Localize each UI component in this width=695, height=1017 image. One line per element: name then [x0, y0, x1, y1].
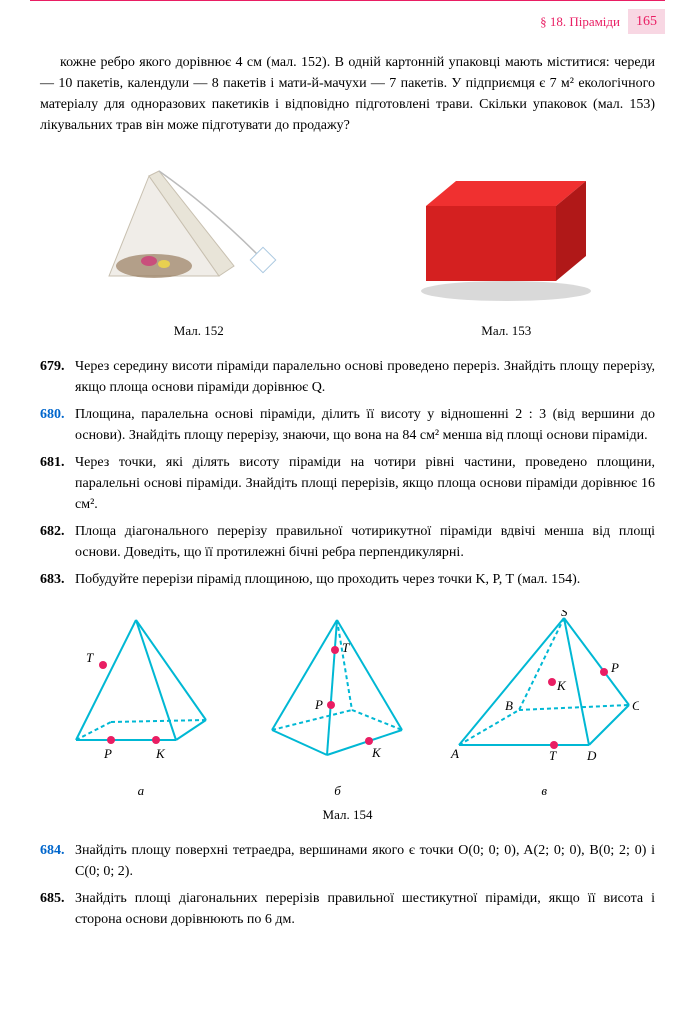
- problem-number: 681.: [40, 452, 75, 515]
- page-number: 165: [628, 9, 665, 34]
- diagrams-row: T P K а T P: [40, 610, 655, 801]
- page-content: кожне ребро якого дорівнює 4 см (мал. 15…: [0, 42, 695, 956]
- svg-text:C: C: [632, 698, 639, 713]
- diagram-a-label: а: [56, 781, 226, 801]
- page-header: § 18. Піраміди 165: [30, 0, 665, 42]
- intro-paragraph: кожне ребро якого дорівнює 4 см (мал. 15…: [40, 52, 655, 136]
- problem-681: 681. Через точки, які ділять висоту піра…: [40, 452, 655, 515]
- svg-text:B: B: [505, 698, 513, 713]
- problem-number: 684.: [40, 840, 75, 882]
- svg-text:T: T: [549, 748, 557, 763]
- figure-154-caption: Мал. 154: [40, 805, 655, 825]
- svg-text:P: P: [103, 746, 112, 761]
- diagram-a: T P K а: [56, 610, 226, 801]
- red-box-image: [396, 156, 616, 313]
- problem-text: Через точки, які ділять висоту піраміди …: [75, 452, 655, 515]
- diagram-v: S P K B C A T D в: [449, 610, 639, 801]
- figure-152-caption: Мал. 152: [79, 321, 319, 341]
- svg-text:P: P: [610, 660, 619, 675]
- problem-682: 682. Площа діагонального перерізу правил…: [40, 521, 655, 563]
- svg-text:K: K: [556, 678, 567, 693]
- problems-list: 679. Через середину висоти піраміди пара…: [40, 356, 655, 590]
- problem-number: 682.: [40, 521, 75, 563]
- problem-number: 683.: [40, 569, 75, 590]
- diagram-b-label: б: [257, 781, 417, 801]
- problem-number: 680.: [40, 404, 75, 446]
- teabag-image: [79, 156, 319, 313]
- svg-text:T: T: [342, 640, 350, 655]
- problem-text: Знайдіть площу поверхні тетраедра, верши…: [75, 840, 655, 882]
- figure-153-caption: Мал. 153: [396, 321, 616, 341]
- figure-152-block: Мал. 152: [79, 156, 319, 341]
- section-label: § 18. Піраміди: [540, 12, 620, 32]
- problem-683: 683. Побудуйте перерізи пірамід площиною…: [40, 569, 655, 590]
- figures-row-1: Мал. 152 Мал. 153: [40, 156, 655, 341]
- problem-680: 680. Площина, паралельна основі піраміди…: [40, 404, 655, 446]
- problem-685: 685. Знайдіть площі діагональних переріз…: [40, 888, 655, 930]
- problem-number: 679.: [40, 356, 75, 398]
- problems-list-2: 684. Знайдіть площу поверхні тетраедра, …: [40, 840, 655, 930]
- problem-684: 684. Знайдіть площу поверхні тетраедра, …: [40, 840, 655, 882]
- problem-number: 685.: [40, 888, 75, 930]
- diagram-v-label: в: [449, 781, 639, 801]
- problem-text: Через середину висоти піраміди паралельн…: [75, 356, 655, 398]
- svg-text:T: T: [86, 650, 94, 665]
- problem-679: 679. Через середину висоти піраміди пара…: [40, 356, 655, 398]
- problem-text: Площина, паралельна основі піраміди, діл…: [75, 404, 655, 446]
- problem-text: Площа діагонального перерізу правильної …: [75, 521, 655, 563]
- problem-text: Побудуйте перерізи пірамід площиною, що …: [75, 569, 655, 590]
- svg-text:K: K: [155, 746, 166, 761]
- svg-text:S: S: [561, 610, 568, 619]
- svg-text:P: P: [314, 697, 323, 712]
- svg-text:A: A: [450, 746, 459, 761]
- figure-153-block: Мал. 153: [396, 156, 616, 341]
- diagram-b: T P K б: [257, 610, 417, 801]
- problem-text: Знайдіть площі діагональних перерізів пр…: [75, 888, 655, 930]
- svg-text:D: D: [586, 748, 597, 763]
- svg-text:K: K: [371, 745, 382, 760]
